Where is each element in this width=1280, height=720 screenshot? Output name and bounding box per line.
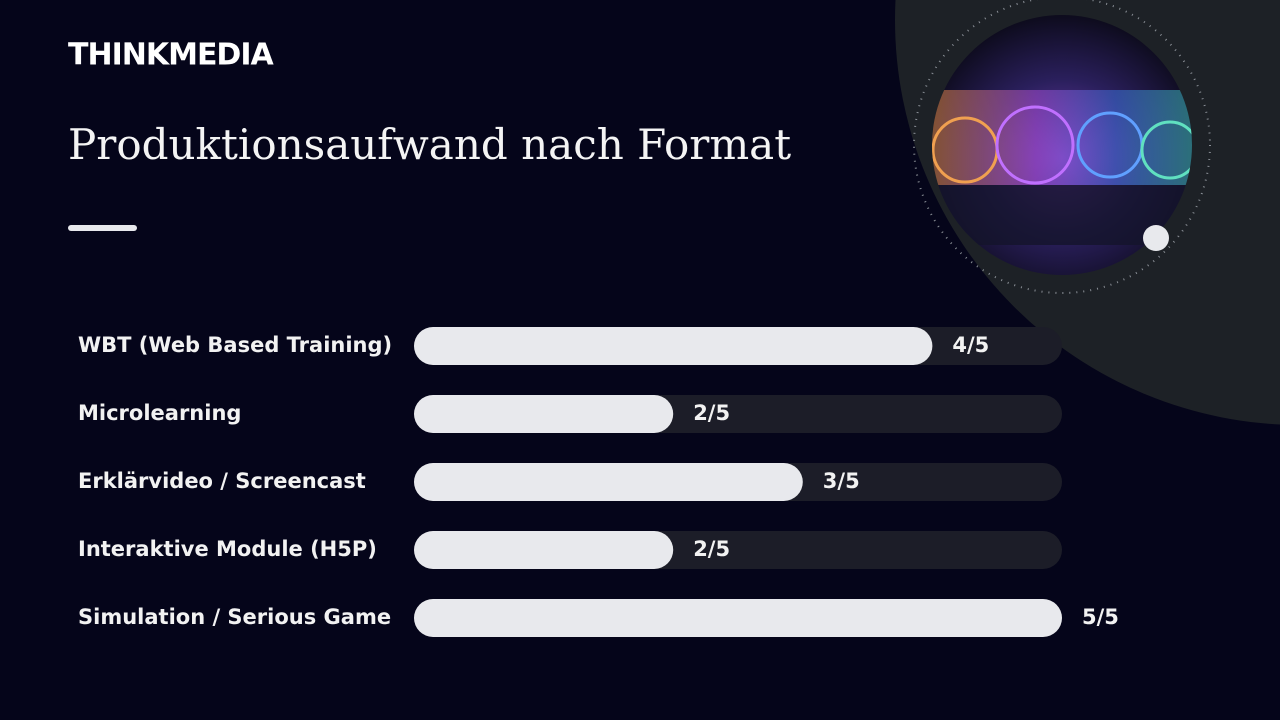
logo: THINKMEDIA — [68, 38, 274, 73]
category-label: Erklärvideo / Screencast — [78, 469, 366, 493]
dotted-ring — [913, 0, 1211, 294]
bar — [414, 599, 1062, 637]
category-label: Microlearning — [78, 401, 241, 425]
bar — [414, 463, 803, 501]
bar — [414, 327, 933, 365]
value-label: 5/5 — [1082, 605, 1119, 629]
category-label: WBT (Web Based Training) — [78, 333, 392, 357]
bar — [414, 531, 674, 569]
bar — [414, 395, 674, 433]
value-label: 2/5 — [693, 537, 730, 561]
decor-dot — [1143, 225, 1169, 251]
value-label: 4/5 — [952, 333, 989, 357]
category-label: Interaktive Module (H5P) — [78, 537, 377, 561]
category-label: Simulation / Serious Game — [78, 605, 391, 629]
value-label: 3/5 — [823, 469, 860, 493]
hero-image — [932, 15, 1192, 275]
title-underline — [68, 225, 137, 231]
value-label: 2/5 — [693, 401, 730, 425]
chart-title: Produktionsaufwand nach Format — [68, 120, 791, 169]
